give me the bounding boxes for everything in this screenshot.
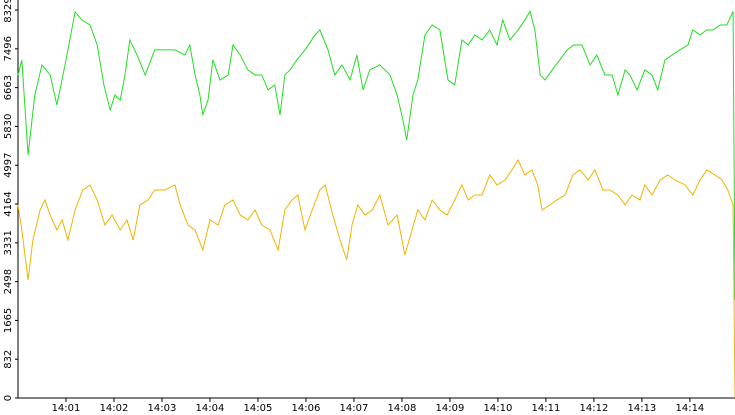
y-tick-label: 8329 xyxy=(3,0,14,23)
x-tick-label: 14:13 xyxy=(627,403,656,414)
x-tick-label: 14:11 xyxy=(531,403,560,414)
x-tick-label: 14:10 xyxy=(484,403,513,414)
x-tick-label: 14:07 xyxy=(340,403,369,414)
x-tick-label: 14:06 xyxy=(292,403,321,414)
x-tick-label: 14:14 xyxy=(675,403,704,414)
line-series xyxy=(17,158,735,399)
x-tick-label: 14:04 xyxy=(196,403,225,414)
x-tick-label: 14:09 xyxy=(436,403,465,414)
y-tick-label: 0 xyxy=(3,395,14,401)
line-series xyxy=(17,10,735,300)
x-tick-label: 14:08 xyxy=(388,403,417,414)
y-tick-label: 2498 xyxy=(3,269,14,294)
x-tick-label: 14:02 xyxy=(100,403,129,414)
x-tick-label: 14:12 xyxy=(579,403,608,414)
y-tick-label: 4164 xyxy=(3,191,14,216)
y-tick-label: 6663 xyxy=(3,75,14,100)
y-tick-label: 3331 xyxy=(3,230,14,255)
y-tick-label: 832 xyxy=(3,350,14,369)
x-tick-label: 14:05 xyxy=(244,403,273,414)
y-tick-label: 4997 xyxy=(3,152,14,177)
x-tick-label: 14:03 xyxy=(148,403,177,414)
y-tick-label: 7496 xyxy=(3,36,14,61)
x-tick-label: 14:01 xyxy=(52,403,81,414)
y-tick-label: 5830 xyxy=(3,114,14,139)
y-tick-label: 1665 xyxy=(3,308,14,333)
